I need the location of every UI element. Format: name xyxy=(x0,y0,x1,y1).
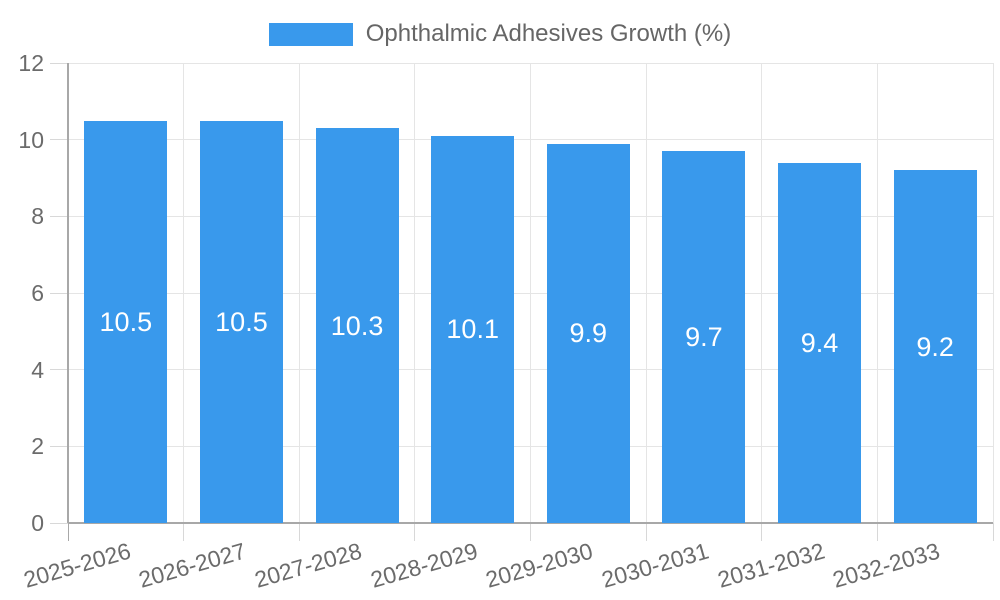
bar[interactable] xyxy=(315,128,399,523)
y-tick-label: 12 xyxy=(18,50,44,76)
x-tick-label: 2025-2026 xyxy=(20,537,134,593)
x-tick-mark xyxy=(67,523,69,541)
x-tick-label: 2029-2030 xyxy=(482,537,596,593)
x-tick-mark xyxy=(992,523,994,541)
bar[interactable] xyxy=(431,135,515,523)
bar-value-label: 9.4 xyxy=(800,327,839,358)
chart-legend: Ophthalmic Adhesives Growth (%) xyxy=(0,20,1000,48)
y-tick-mark xyxy=(50,445,68,447)
legend-swatch xyxy=(268,22,353,46)
y-axis-line xyxy=(67,63,69,523)
bar-value-label: 10.5 xyxy=(215,306,268,337)
y-tick-label: 6 xyxy=(31,280,44,306)
bar[interactable] xyxy=(893,170,977,523)
x-tick-label: 2028-2029 xyxy=(367,537,481,593)
y-tick-mark xyxy=(50,522,68,524)
bar-value-label: 10.3 xyxy=(330,310,384,341)
bar-value-label: 9.2 xyxy=(916,331,954,362)
x-gridline xyxy=(645,63,647,523)
y-tick-mark xyxy=(50,215,68,217)
x-tick-label: 2031-2032 xyxy=(714,537,828,593)
x-tick-mark xyxy=(876,523,878,541)
legend-label: Ophthalmic Adhesives Growth (%) xyxy=(365,20,732,47)
x-tick-label: 2030-2031 xyxy=(598,537,712,593)
y-tick-label: 10 xyxy=(18,126,44,153)
x-gridline xyxy=(876,63,878,523)
x-gridline xyxy=(530,63,531,523)
bar[interactable] xyxy=(199,120,283,523)
bar[interactable] xyxy=(778,162,862,523)
y-tick-label: 0 xyxy=(31,510,44,536)
x-axis-line xyxy=(68,522,993,524)
x-tick-mark xyxy=(761,523,763,541)
bar-value-label: 9.9 xyxy=(569,318,608,349)
y-tick-mark xyxy=(50,62,68,64)
y-tick-label: 2 xyxy=(31,433,44,460)
y-tick-mark xyxy=(50,369,68,371)
bar[interactable] xyxy=(662,151,746,523)
x-tick-label: 2027-2028 xyxy=(251,537,365,593)
x-gridline xyxy=(414,63,416,523)
x-gridline xyxy=(183,63,185,523)
x-tick-label: 2026-2027 xyxy=(136,537,250,593)
bar[interactable] xyxy=(84,120,168,523)
x-gridline xyxy=(761,63,763,523)
bar-value-label: 10.5 xyxy=(99,306,153,337)
bar[interactable] xyxy=(546,143,630,523)
x-tick-mark xyxy=(530,523,531,541)
y-tick-label: 4 xyxy=(31,356,44,383)
x-gridline xyxy=(298,63,300,523)
x-tick-mark xyxy=(414,523,416,541)
bar-value-label: 10.1 xyxy=(446,314,499,345)
y-tick-mark xyxy=(50,292,68,294)
x-tick-mark xyxy=(645,523,647,541)
y-tick-label: 8 xyxy=(31,203,44,230)
bar-value-label: 9.7 xyxy=(685,322,723,353)
x-tick-mark xyxy=(298,523,300,541)
legend-item[interactable]: Ophthalmic Adhesives Growth (%) xyxy=(268,20,732,48)
x-gridline xyxy=(992,63,994,523)
x-tick-label: 2032-2033 xyxy=(829,537,943,593)
y-tick-mark xyxy=(50,139,68,141)
x-tick-mark xyxy=(183,523,185,541)
